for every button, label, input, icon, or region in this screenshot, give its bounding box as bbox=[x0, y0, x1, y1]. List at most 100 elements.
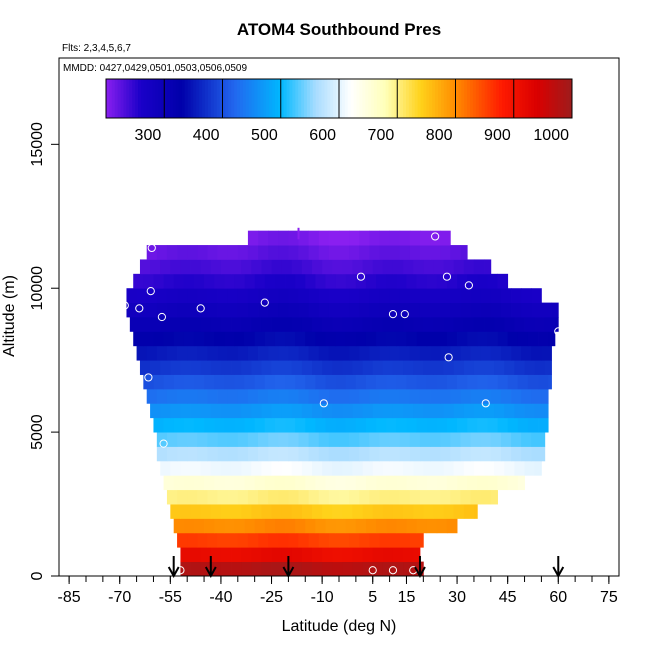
colorbar-swatch bbox=[458, 79, 462, 118]
heatmap-cell bbox=[217, 489, 229, 505]
heatmap-cell bbox=[156, 345, 168, 361]
heatmap-cell bbox=[433, 460, 444, 476]
heatmap-cell bbox=[436, 417, 448, 433]
heatmap-cell bbox=[440, 245, 451, 260]
heatmap-cell bbox=[419, 432, 431, 447]
marker-circle bbox=[400, 310, 409, 319]
heatmap-cell bbox=[264, 331, 276, 347]
heatmap-cell bbox=[531, 302, 542, 318]
heatmap-cell bbox=[237, 532, 249, 548]
heatmap-cell bbox=[305, 273, 316, 289]
colorbar-swatch bbox=[452, 79, 456, 118]
heatmap-cell bbox=[470, 345, 482, 361]
heatmap-cell bbox=[207, 388, 218, 404]
heatmap-cell bbox=[419, 345, 431, 361]
heatmap-cell bbox=[470, 388, 482, 404]
heatmap-cell bbox=[278, 388, 289, 404]
colorbar-swatch bbox=[534, 79, 538, 118]
colorbar-swatch bbox=[260, 79, 264, 118]
heatmap-cell bbox=[251, 547, 262, 563]
heatmap-cell bbox=[497, 475, 509, 491]
heatmap-cell bbox=[339, 345, 350, 361]
heatmap-cell bbox=[531, 288, 542, 304]
colorbar-swatch bbox=[190, 79, 194, 118]
heatmap-cell bbox=[345, 518, 357, 534]
y-tick-label: 5000 bbox=[29, 414, 46, 450]
heatmap-cell bbox=[457, 374, 468, 390]
heatmap-cell bbox=[413, 259, 424, 275]
x-tick-label: -85 bbox=[58, 589, 81, 606]
heatmap-cell bbox=[193, 273, 205, 289]
heatmap-cell bbox=[129, 317, 141, 332]
heatmap-cell bbox=[258, 288, 269, 304]
heatmap-cell bbox=[396, 331, 407, 347]
heatmap-cell bbox=[538, 417, 549, 433]
heatmap-cell bbox=[166, 302, 178, 318]
heatmap-cell bbox=[210, 317, 222, 332]
heatmap-cell bbox=[403, 561, 414, 577]
heatmap-cell bbox=[470, 489, 482, 505]
colorbar-swatch bbox=[435, 79, 439, 118]
heatmap-cell bbox=[308, 532, 320, 548]
heatmap-cell bbox=[160, 317, 171, 332]
heatmap-cell bbox=[183, 273, 195, 289]
marker-circle bbox=[431, 232, 440, 241]
heatmap-cell bbox=[200, 317, 212, 332]
heatmap-cell bbox=[241, 547, 252, 563]
colorbar-swatch bbox=[158, 79, 162, 118]
heatmap-cell bbox=[554, 317, 559, 332]
heatmap-cell bbox=[180, 403, 191, 419]
heatmap-cell bbox=[551, 302, 559, 318]
heatmap-cell bbox=[197, 489, 208, 505]
heatmap-cell bbox=[332, 403, 343, 419]
heatmap-cell bbox=[291, 317, 303, 332]
heatmap-cell bbox=[170, 504, 181, 519]
heatmap-cell bbox=[187, 345, 198, 361]
heatmap-cell bbox=[389, 489, 401, 505]
heatmap-cell bbox=[352, 561, 364, 577]
heatmap-cell bbox=[359, 245, 370, 260]
heatmap-cell bbox=[443, 403, 455, 419]
flights-note: Flts: 2,3,4,5,6,7 bbox=[62, 43, 131, 54]
heatmap-cell bbox=[470, 302, 482, 318]
heatmap-cell bbox=[379, 432, 390, 447]
heatmap-cell bbox=[281, 547, 293, 563]
heatmap-cell bbox=[484, 460, 495, 476]
colorbar-swatch bbox=[394, 79, 398, 118]
heatmap-cell bbox=[403, 403, 414, 419]
heatmap-cell bbox=[268, 245, 279, 260]
heatmap-cell bbox=[473, 360, 485, 375]
colorbar-swatch bbox=[327, 79, 331, 118]
heatmap-cell bbox=[146, 388, 158, 404]
colorbar-swatch bbox=[309, 79, 314, 118]
heatmap-cell bbox=[490, 388, 502, 404]
heatmap-cell bbox=[187, 302, 198, 318]
heatmap-cell bbox=[231, 561, 242, 577]
colorbar-swatch bbox=[274, 79, 279, 118]
heatmap-cell bbox=[318, 532, 330, 548]
heatmap-cell bbox=[379, 288, 390, 304]
heatmap-cell bbox=[251, 561, 262, 577]
heatmap-cell bbox=[301, 460, 313, 476]
colorbar-swatch bbox=[277, 79, 282, 118]
colorbar-swatch bbox=[420, 79, 424, 118]
heatmap-cell bbox=[436, 475, 448, 491]
heatmap-cell bbox=[369, 245, 380, 260]
heatmap-cell bbox=[403, 547, 414, 563]
heatmap-cell bbox=[457, 273, 468, 289]
heatmap-cell bbox=[197, 245, 208, 260]
heatmap-cell bbox=[382, 561, 394, 577]
heatmap-cell bbox=[281, 460, 293, 476]
heatmap-cell bbox=[399, 489, 411, 505]
heatmap-cell bbox=[440, 432, 451, 447]
heatmap-cell bbox=[359, 302, 370, 318]
heatmap-cell bbox=[220, 547, 232, 563]
colorbar-swatch bbox=[353, 79, 357, 118]
heatmap-cell bbox=[288, 230, 299, 246]
heatmap-cell bbox=[409, 532, 421, 548]
heatmap-cell bbox=[231, 259, 242, 275]
heatmap-cell bbox=[473, 504, 478, 519]
heatmap-cell bbox=[288, 345, 299, 361]
heatmap-cell bbox=[315, 417, 326, 433]
heatmap-cell bbox=[315, 331, 326, 347]
